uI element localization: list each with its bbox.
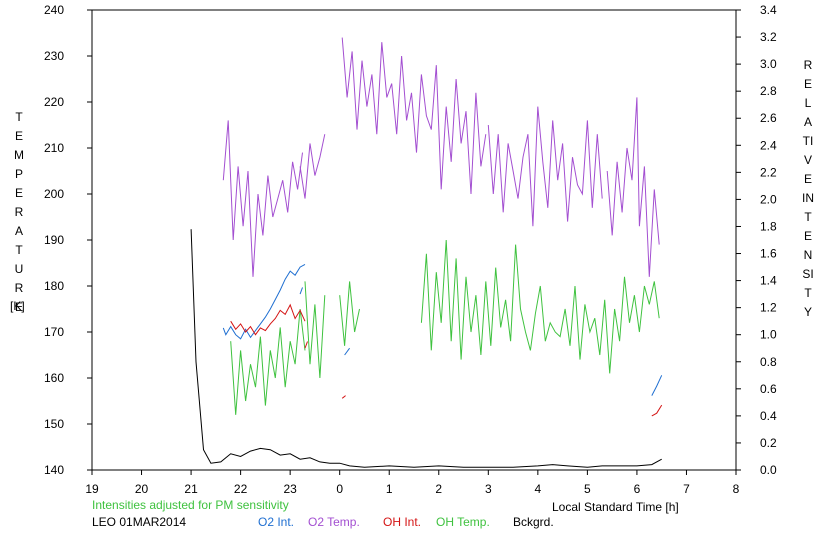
legend-o2-temp: O2 Temp.	[308, 515, 360, 529]
right-tick-label: 0.8	[760, 355, 777, 369]
legend-oh-int: OH Int.	[383, 515, 422, 529]
x-tick-label: 22	[234, 482, 248, 496]
series-line-o2-int	[651, 375, 663, 396]
series-line-oh-temp	[230, 308, 306, 415]
left-tick-label: 170	[44, 325, 64, 339]
right-tick-label: 2.6	[760, 111, 777, 125]
series-layer	[190, 37, 663, 468]
x-tick-label: 3	[485, 482, 492, 496]
series-line-oh-int	[304, 341, 308, 349]
legend-o2-int: O2 Int.	[258, 515, 295, 529]
legend-oh-temp: OH Temp.	[436, 515, 490, 529]
x-tick-label: 2	[435, 482, 442, 496]
x-tick-label: 20	[135, 482, 149, 496]
series-line-o2-temp	[606, 97, 660, 277]
right-axis-label: RELATIVE INTENSITY	[802, 58, 819, 319]
x-tick-label: 0	[336, 482, 343, 496]
left-tick-label: 160	[44, 371, 64, 385]
series-line-o2-temp	[222, 120, 303, 277]
left-tick-label: 240	[44, 3, 64, 17]
left-tick-label: 230	[44, 49, 64, 63]
right-tick-label: 2.4	[760, 138, 777, 152]
right-tick-label: 2.8	[760, 84, 777, 98]
plot-area	[91, 9, 737, 471]
right-tick-label: 1.4	[760, 274, 777, 288]
right-tick-label: 1.2	[760, 301, 777, 315]
left-tick-label: 200	[44, 187, 64, 201]
sensitivity-note: Intensities adjusted for PM sensitivity	[92, 498, 289, 512]
right-tick-label: 1.0	[760, 328, 777, 342]
series-line-oh-int	[341, 395, 346, 399]
left-tick-label: 210	[44, 141, 64, 155]
right-tick-label: 3.0	[760, 57, 777, 71]
left-tick-label: 220	[44, 95, 64, 109]
series-line-oh-temp	[304, 281, 326, 379]
x-tick-label: 8	[733, 482, 740, 496]
right-tick-label: 3.2	[760, 30, 777, 44]
series-line-o2-int	[299, 287, 303, 295]
station-date-label: LEO 01MAR2014	[92, 515, 187, 529]
left-axis-unit: [K]	[10, 299, 25, 313]
series-line-oh-int	[230, 303, 306, 336]
series-line-o2-temp	[341, 37, 487, 195]
right-axis: 3.4 3.2 3.0 2.8 2.6 2.4 2.2 2.0 1.8 1.6 1.4 1.2 1.0 0…	[736, 3, 777, 477]
series-line-oh-temp	[420, 239, 660, 374]
x-tick-label: 23	[283, 482, 297, 496]
right-tick-label: 1.6	[760, 247, 777, 261]
series-line-o2-temp	[487, 106, 603, 227]
left-tick-label: 190	[44, 233, 64, 247]
series-line-o2-int	[344, 347, 351, 356]
left-tick-label: 150	[44, 417, 64, 431]
x-axis: 19 20 21 22 23 0 1 2 3 4 5 6 7 8	[85, 470, 740, 496]
x-tick-label: 7	[683, 482, 690, 496]
series-line-oh-temp	[339, 281, 360, 346]
right-tick-label: 0.2	[760, 436, 777, 450]
left-tick-label: 140	[44, 463, 64, 477]
x-tick-label: 6	[634, 482, 641, 496]
right-tick-label: 3.4	[760, 3, 777, 17]
right-tick-label: 0.4	[760, 409, 777, 423]
right-tick-label: 1.8	[760, 219, 777, 233]
left-axis: 240 230 220 210 200 190 180 170 160 150 140	[44, 3, 92, 477]
left-axis-label: TEMPERATURE	[14, 110, 24, 314]
right-tick-label: 0.0	[760, 463, 777, 477]
x-axis-label: Local Standard Time [h]	[552, 500, 679, 514]
legend-bckgrd: Bckgrd.	[513, 515, 554, 529]
right-tick-label: 0.6	[760, 382, 777, 396]
series-line-bckgrd	[190, 229, 662, 468]
series-line-o2-temp	[299, 134, 326, 199]
x-tick-label: 4	[535, 482, 542, 496]
x-tick-label: 1	[386, 482, 393, 496]
series-line-oh-int	[651, 404, 663, 417]
right-tick-label: 2.0	[760, 192, 777, 206]
series-line-o2-int	[222, 263, 306, 340]
x-tick-label: 5	[584, 482, 591, 496]
x-tick-label: 19	[85, 482, 99, 496]
left-tick-label: 180	[44, 279, 64, 293]
x-tick-label: 21	[184, 482, 198, 496]
right-tick-label: 2.2	[760, 165, 777, 179]
